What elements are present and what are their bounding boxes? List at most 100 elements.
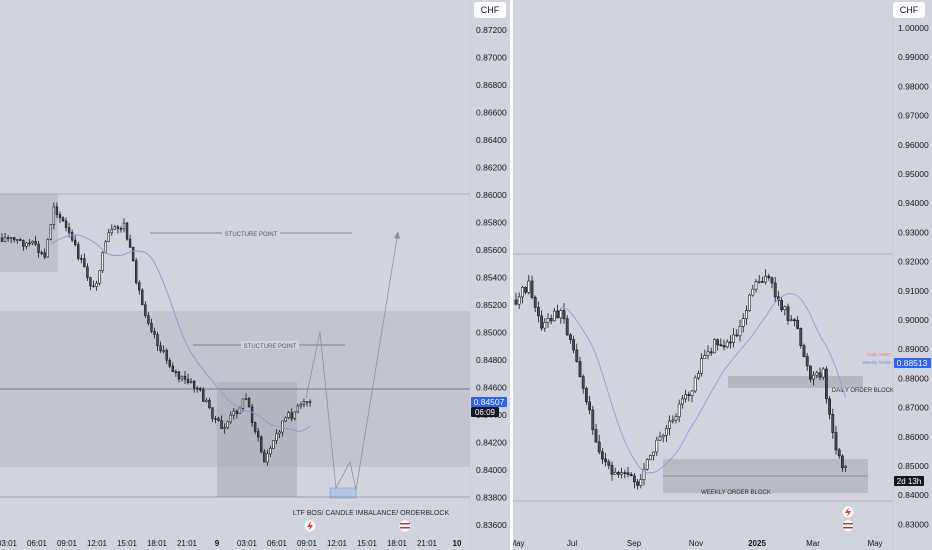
left-candle-body <box>223 427 226 429</box>
right-candle-body <box>527 280 531 293</box>
right-candle-body <box>840 455 844 468</box>
left-candle-body <box>208 399 211 408</box>
right-candle-body <box>661 435 665 438</box>
left-candle-body <box>113 226 117 230</box>
left-candle-body <box>260 436 263 453</box>
right-candle-body <box>543 322 547 329</box>
left-candle-body <box>77 244 80 259</box>
right-candle-body <box>581 376 585 389</box>
left-candle-body <box>287 412 290 418</box>
right-candle-body <box>770 277 774 284</box>
left-x-tick: 9 <box>215 539 220 548</box>
right-y-tick: 0.86000 <box>898 432 929 442</box>
left-candle-body <box>34 240 37 245</box>
left-candle-body <box>281 420 284 433</box>
left-x-tick: 06:01 <box>27 539 48 548</box>
left-candle-body <box>70 232 74 241</box>
left-candle-body <box>61 217 65 222</box>
right-moving-average <box>560 292 847 474</box>
left-x-tick: 09:01 <box>57 539 78 548</box>
left-x-tick: 06:01 <box>267 539 288 548</box>
right-candle-body <box>761 281 764 283</box>
right-y-tick: 1.00000 <box>898 23 929 33</box>
left-y-tick: 0.85000 <box>476 328 507 338</box>
left-candle-body <box>28 242 31 245</box>
right-candle-body <box>751 288 755 296</box>
right-candle-body <box>588 401 592 411</box>
right-candle-body <box>514 299 518 305</box>
left-candle-body <box>13 237 16 241</box>
right-chart-pane[interactable]: DAILY ORDER BLOCK WEEKLY ORDER BLOCK 1.000… <box>513 0 932 550</box>
left-chart-canvas[interactable]: STUCTURE POINT STUCTURE POINT 0.87200 0.870… <box>0 0 510 550</box>
right-candle-body <box>831 414 835 433</box>
left-candle-body <box>144 304 147 316</box>
right-y-tick: 0.95000 <box>898 169 929 179</box>
right-x-tick: Mar <box>806 539 820 548</box>
left-projection-arrowhead <box>394 231 400 239</box>
right-candle-body <box>815 372 819 376</box>
left-candle-body <box>266 453 269 463</box>
pane-divider[interactable] <box>510 0 513 550</box>
right-chart-canvas[interactable]: DAILY ORDER BLOCK WEEKLY ORDER BLOCK 1.000… <box>513 0 932 550</box>
left-y-tick: 0.83800 <box>476 493 507 503</box>
left-x-tick: 12:01 <box>87 539 108 548</box>
left-candle-body <box>290 412 293 419</box>
left-x-tick: 18:01 <box>387 539 408 548</box>
right-candle-body <box>620 472 624 475</box>
left-candle-body <box>211 407 214 419</box>
left-x-tick: 21:01 <box>417 539 438 548</box>
right-candle-body <box>745 310 748 319</box>
left-candle-body <box>241 398 245 409</box>
left-currency-badge[interactable]: CHF <box>474 2 506 18</box>
left-candle-body <box>214 418 217 420</box>
left-candle-body <box>250 406 254 423</box>
left-candle-body <box>205 399 208 402</box>
right-candle-body <box>735 334 739 337</box>
left-candle-body <box>299 403 303 407</box>
right-countdown-badge <box>894 476 924 486</box>
right-candle-body <box>649 455 652 460</box>
right-candle-body <box>636 481 640 486</box>
right-us-flag-icon <box>841 519 855 533</box>
right-candle-body <box>617 472 620 475</box>
left-candle-body <box>156 334 159 347</box>
left-candle-body <box>40 252 43 254</box>
left-y-tick: 0.85200 <box>476 300 507 310</box>
left-candle-body <box>202 389 205 402</box>
left-moving-average <box>50 234 311 432</box>
left-candle-body <box>229 414 232 423</box>
right-candle-body <box>824 368 828 400</box>
left-lightning-icon <box>307 521 313 531</box>
right-candle-body <box>658 436 662 441</box>
left-y-tick: 0.84800 <box>476 355 507 365</box>
left-candle-body <box>22 240 25 247</box>
right-last-price-text: 0.88513 <box>897 358 928 368</box>
right-x-tick: 2025 <box>748 539 766 548</box>
left-candle-body <box>192 381 196 389</box>
left-candle-body <box>86 266 89 278</box>
left-candle-body <box>263 451 266 463</box>
right-candle-body <box>783 306 787 311</box>
left-us-flag-icon <box>398 519 412 533</box>
right-currency-badge[interactable]: CHF <box>893 2 925 18</box>
left-chart-pane[interactable]: STUCTURE POINT STUCTURE POINT 0.87200 0.870… <box>0 0 510 550</box>
right-candle-body <box>613 472 617 475</box>
right-candle-body <box>517 296 521 305</box>
left-candle-body <box>180 375 184 380</box>
right-y-tick: 0.87000 <box>898 403 929 413</box>
left-candle-body <box>135 260 138 283</box>
right-candle-body <box>754 281 758 290</box>
right-candle-body <box>668 420 672 429</box>
left-candle-body <box>150 322 153 332</box>
right-candle-body <box>530 280 534 298</box>
left-candle-body <box>159 345 162 352</box>
left-candle-body <box>247 398 251 408</box>
left-x-tick: 09:01 <box>297 539 318 548</box>
left-x-tick: 15:01 <box>117 539 138 548</box>
left-candle-body <box>138 282 141 291</box>
left-candle-body <box>46 239 49 258</box>
left-candle-body <box>174 371 178 373</box>
right-candle-body <box>575 349 579 362</box>
right-candle-body <box>748 294 752 311</box>
right-candle-body <box>610 464 614 475</box>
